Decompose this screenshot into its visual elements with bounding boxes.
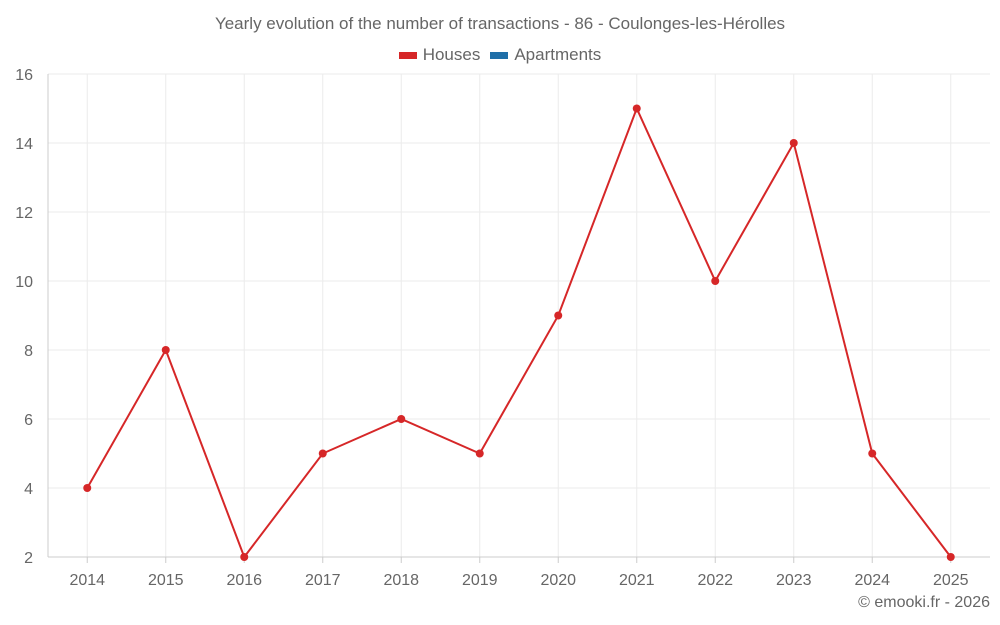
x-tick-label: 2024 [854, 572, 890, 589]
data-point [475, 449, 484, 458]
x-tick-label: 2019 [462, 572, 498, 589]
y-tick-label: 12 [15, 205, 33, 222]
x-tick-label: 2023 [776, 572, 812, 589]
chart-title: Yearly evolution of the number of transa… [214, 14, 786, 33]
data-point [240, 553, 249, 561]
x-tick-label: 2018 [383, 572, 419, 589]
x-tick-label: 2022 [697, 572, 733, 589]
x-tick-label: 2020 [540, 572, 576, 589]
data-point [397, 415, 406, 423]
credit-text: © emooki.fr - 2026 [858, 594, 990, 611]
x-tick-label: 2016 [226, 572, 262, 589]
legend-label-apartments: Apartments [514, 45, 602, 64]
x-tick-label: 2025 [933, 572, 969, 589]
data-point [789, 139, 798, 147]
legend-label-houses: Houses [422, 45, 481, 64]
data-point [868, 449, 877, 458]
x-tick-label: 2021 [619, 572, 655, 589]
y-tick-label: 2 [24, 550, 33, 567]
data-point [632, 104, 641, 113]
y-tick-label: 10 [15, 274, 33, 291]
legend-item-houses[interactable]: Houses [398, 45, 481, 65]
legend-swatch-houses [398, 51, 417, 59]
y-tick-label: 6 [24, 412, 33, 429]
x-tick-label: 2017 [305, 572, 341, 589]
legend-swatch-apartments [490, 51, 509, 59]
y-tick-label: 16 [15, 67, 33, 84]
data-point [318, 449, 327, 458]
data-point [554, 311, 563, 320]
data-point [161, 346, 170, 354]
legend: Houses Apartments [0, 45, 1000, 65]
legend-item-apartments[interactable]: Apartments [490, 45, 601, 65]
y-tick-label: 4 [24, 481, 33, 498]
series-line-houses [86, 105, 952, 560]
y-tick-label: 14 [15, 136, 33, 153]
x-tick-label: 2014 [69, 572, 105, 589]
x-tick-label: 2015 [148, 572, 184, 589]
data-point [83, 484, 92, 492]
data-point [946, 553, 955, 561]
data-point [711, 277, 720, 285]
y-tick-label: 8 [24, 343, 33, 360]
